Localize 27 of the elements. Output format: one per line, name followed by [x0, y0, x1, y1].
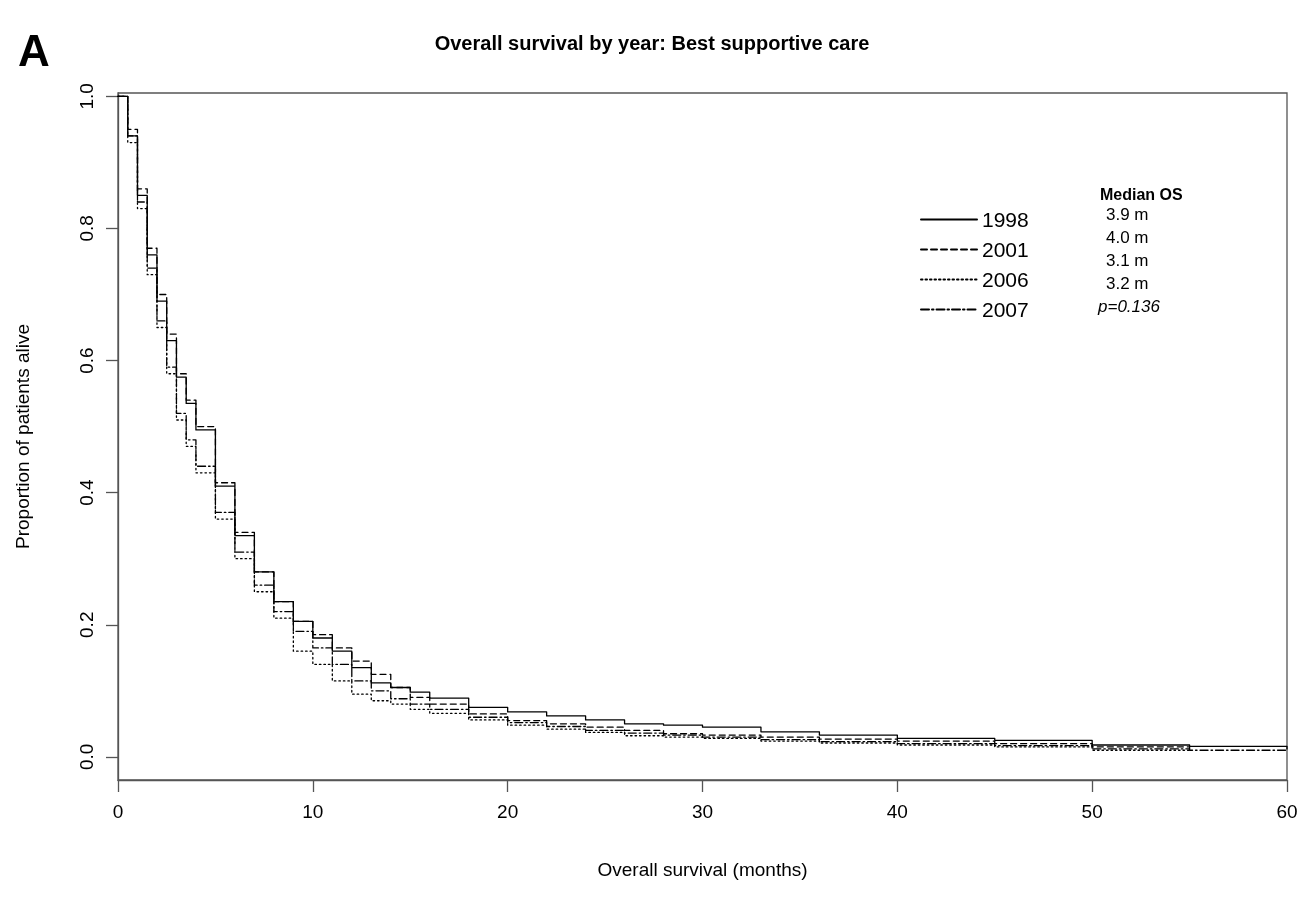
annotation: 3.2 m	[1106, 274, 1149, 293]
annotation: p=0.136	[1097, 297, 1161, 316]
annotation: 4.0 m	[1106, 228, 1149, 247]
y-tick-label: 1.0	[76, 83, 97, 110]
chart-title: Overall survival by year: Best supportive care	[434, 32, 870, 54]
legend-label: 2001	[982, 238, 1029, 261]
x-tick-label: 30	[691, 801, 714, 822]
x-tick-label: 0	[112, 801, 124, 822]
y-tick-label: 0.2	[76, 611, 97, 638]
annotation: 3.1 m	[1106, 251, 1149, 270]
annotation: 3.9 m	[1106, 205, 1149, 224]
y-tick-label: 0.0	[76, 743, 97, 771]
x-tick-label: 60	[1276, 801, 1298, 822]
y-tick-label: 0.4	[76, 479, 97, 506]
text: A	[18, 25, 50, 75]
x-tick-label: 10	[302, 801, 324, 822]
x-axis-title: Overall survival (months)	[597, 859, 808, 880]
x-tick-label: 50	[1081, 801, 1103, 822]
legend-title: Median OS	[1100, 185, 1184, 203]
x-tick-label: 20	[497, 801, 519, 822]
legend-label: 2007	[982, 298, 1029, 321]
legend-label: 2006	[982, 268, 1029, 291]
y-tick-label: 0.6	[76, 347, 97, 374]
x-tick-label: 40	[886, 801, 908, 822]
y-tick-label: 0.8	[76, 215, 97, 242]
y-axis-title: Proportion of patients alive	[12, 324, 33, 549]
legend-label: 1998	[982, 208, 1029, 231]
